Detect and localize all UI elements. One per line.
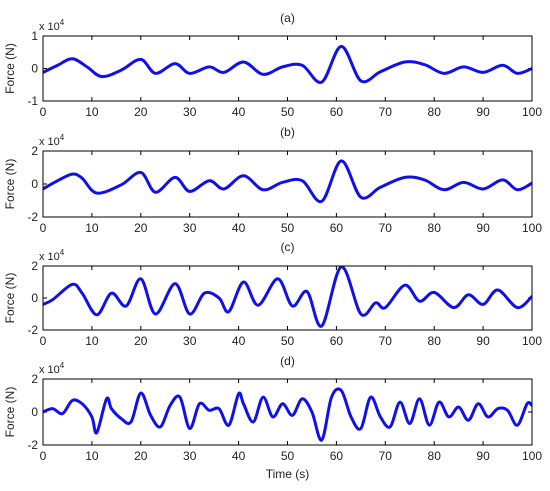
y-tick-label: 0 [31, 177, 38, 191]
x-tick-label: 70 [379, 105, 393, 119]
y-tick-label: 0 [31, 62, 38, 76]
plot-frame [42, 35, 533, 102]
plot-frame [42, 378, 533, 446]
chart-title: (b) [280, 125, 295, 139]
x-tick-label: 80 [428, 221, 442, 235]
exponent-base: x 10 [39, 136, 60, 148]
plot-frame [42, 150, 533, 218]
x-tick-label: 10 [85, 334, 99, 348]
y-axis-label: Force (N) [3, 43, 17, 94]
series-line [43, 159, 532, 204]
x-axis-label: Time (s) [266, 467, 310, 481]
x-tick-label: 20 [134, 449, 148, 463]
y-tick-label: 0 [31, 405, 38, 419]
x-tick-label: 90 [476, 449, 490, 463]
x-tick-label: 50 [281, 334, 295, 348]
exponent-power: 4 [60, 133, 65, 142]
x-tick-label: 30 [183, 105, 197, 119]
x-tick-label: 60 [330, 449, 344, 463]
x-tick-label: 60 [330, 221, 344, 235]
x-tick-label: 90 [476, 221, 490, 235]
x-tick-label: 70 [379, 449, 393, 463]
x-tick-label: 0 [40, 449, 47, 463]
x-tick-label: 20 [134, 334, 148, 348]
y-tick-label: 0 [31, 291, 38, 305]
x-tick-label: 10 [85, 105, 99, 119]
exponent-power: 4 [60, 361, 65, 370]
y-tick-label: 1 [31, 29, 38, 43]
exponent-base: x 10 [39, 21, 60, 33]
x-tick-label: 0 [40, 221, 47, 235]
y-tick-label: -2 [27, 210, 38, 224]
x-tick-label: 50 [281, 449, 295, 463]
x-tick-label: 50 [281, 105, 295, 119]
x-tick-label: 0 [40, 105, 47, 119]
chart-title: (a) [280, 11, 295, 25]
y-tick-label: -2 [27, 323, 38, 337]
chart-title: (d) [280, 354, 295, 368]
x-tick-label: 40 [232, 334, 246, 348]
x-tick-label: 60 [330, 334, 344, 348]
series-line [43, 387, 532, 442]
x-tick-label: 40 [232, 105, 246, 119]
y-tick-label: 2 [31, 144, 38, 158]
x-tick-label: 10 [85, 449, 99, 463]
x-tick-label: 0 [40, 334, 47, 348]
y-tick-label: -2 [27, 438, 38, 452]
x-tick-label: 80 [428, 449, 442, 463]
axis-exponent-label: x 104 [39, 248, 65, 263]
x-tick-label: 30 [183, 334, 197, 348]
x-tick-label: 100 [522, 221, 542, 235]
x-tick-label: 70 [379, 334, 393, 348]
x-tick-label: 100 [522, 334, 542, 348]
x-tick-label: 10 [85, 221, 99, 235]
series-line [43, 266, 532, 328]
x-tick-label: 50 [281, 221, 295, 235]
x-tick-label: 80 [428, 334, 442, 348]
y-tick-label: -1 [27, 94, 38, 108]
x-tick-label: 100 [522, 105, 542, 119]
axis-exponent-label: x 104 [39, 18, 65, 33]
series-line [43, 44, 532, 84]
x-tick-label: 40 [232, 449, 246, 463]
x-tick-label: 70 [379, 221, 393, 235]
x-tick-label: 30 [183, 221, 197, 235]
x-tick-label: 90 [476, 105, 490, 119]
chart-title: (c) [281, 240, 295, 254]
x-tick-label: 90 [476, 334, 490, 348]
exponent-base: x 10 [39, 364, 60, 376]
y-axis-label: Force (N) [3, 387, 17, 438]
exponent-power: 4 [60, 248, 65, 257]
y-axis-label: Force (N) [3, 273, 17, 324]
x-tick-label: 100 [522, 449, 542, 463]
x-tick-label: 60 [330, 105, 344, 119]
exponent-base: x 10 [39, 251, 60, 263]
x-tick-label: 20 [134, 221, 148, 235]
x-tick-label: 80 [428, 105, 442, 119]
exponent-power: 4 [60, 18, 65, 27]
y-tick-label: 2 [31, 259, 38, 273]
axis-exponent-label: x 104 [39, 361, 65, 376]
x-tick-label: 30 [183, 449, 197, 463]
y-axis-label: Force (N) [3, 159, 17, 210]
plot-frame [42, 265, 533, 331]
y-tick-label: 2 [31, 372, 38, 386]
x-tick-label: 40 [232, 221, 246, 235]
axis-exponent-label: x 104 [39, 133, 65, 148]
x-tick-label: 20 [134, 105, 148, 119]
